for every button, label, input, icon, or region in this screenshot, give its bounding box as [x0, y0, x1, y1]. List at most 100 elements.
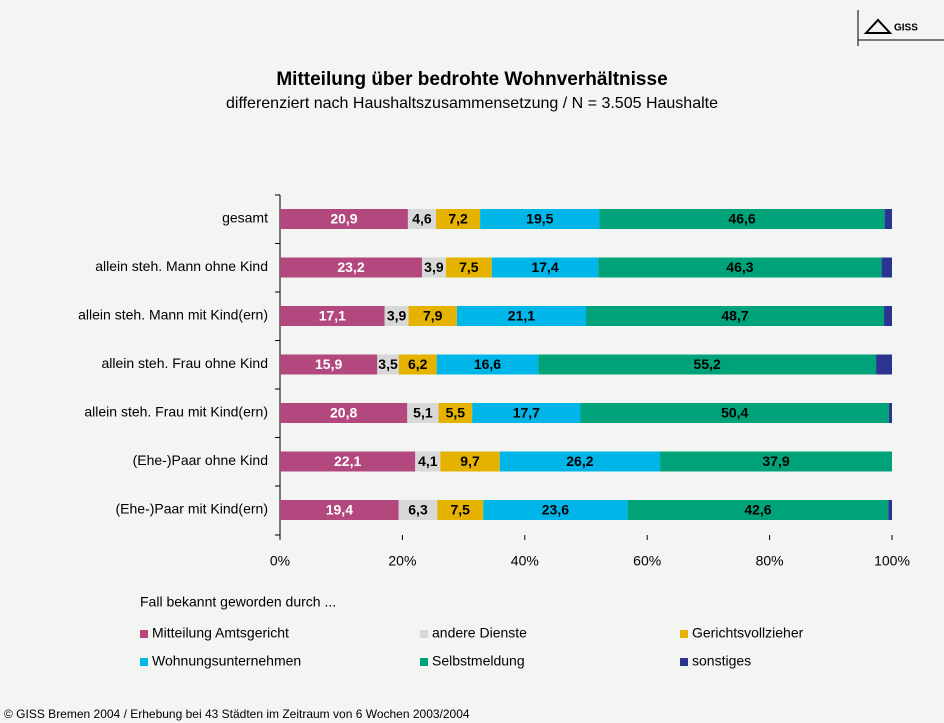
data-label: 22,1 — [334, 453, 361, 469]
y-tick-label: allein steh. Frau ohne Kind — [101, 355, 268, 371]
data-label: 4,1 — [418, 453, 438, 469]
legend-swatch — [680, 630, 688, 638]
bar-segment — [280, 306, 385, 326]
data-label: 16,6 — [474, 356, 501, 372]
bar-segment — [884, 209, 892, 229]
legend-label: sonstiges — [692, 653, 751, 669]
bar-segment — [436, 209, 481, 229]
bar-segment — [598, 257, 882, 278]
data-label: 23,6 — [542, 502, 569, 518]
logo: GISS — [894, 23, 918, 34]
y-tick-label: gesamt — [222, 210, 268, 226]
chart-subtitle: differenziert nach Haushaltszusammensetz… — [226, 95, 718, 112]
data-label: 37,9 — [762, 453, 789, 469]
data-label: 3,9 — [424, 259, 444, 275]
x-tick-label: 80% — [756, 553, 784, 569]
data-label: 4,6 — [412, 211, 432, 227]
bar-segment — [280, 257, 422, 278]
bar-segment — [421, 257, 446, 278]
bar-segment — [491, 257, 599, 278]
bar-segment — [876, 354, 892, 375]
bar-segment — [480, 209, 600, 229]
bar-segment — [384, 306, 409, 326]
legend-label: Gerichtsvollzieher — [692, 625, 804, 641]
x-tick-label: 40% — [511, 553, 539, 569]
data-label: 17,1 — [319, 308, 346, 324]
bar-segment — [538, 354, 877, 375]
data-label: 5,1 — [413, 405, 433, 421]
data-label: 21,1 — [508, 308, 535, 324]
data-label: 48,7 — [721, 308, 748, 324]
legend-swatch — [420, 658, 428, 666]
data-label: 9,7 — [460, 453, 480, 469]
data-label: 7,5 — [459, 259, 479, 275]
bar-segment — [884, 306, 892, 326]
data-label: 15,9 — [315, 356, 342, 372]
data-label: 6,3 — [408, 502, 428, 518]
data-label: 17,4 — [531, 259, 558, 275]
bar-segment — [280, 209, 408, 229]
legend-swatch — [680, 658, 688, 666]
logo-icon — [863, 18, 893, 34]
bar-segment — [398, 500, 438, 520]
data-label: 50,4 — [721, 405, 748, 421]
bar-segment — [599, 209, 885, 229]
bar-segment — [472, 403, 581, 423]
legend-label: andere Dienste — [432, 625, 527, 641]
data-label: 6,2 — [408, 356, 428, 372]
data-label: 19,4 — [326, 502, 353, 518]
bar-segment — [280, 354, 378, 375]
legend-label: Wohnungsunternehmen — [152, 653, 301, 669]
bar-segment — [280, 451, 416, 472]
bar-segment — [437, 500, 484, 520]
bar-segment — [580, 403, 889, 423]
legend-swatch — [140, 630, 148, 638]
data-label: 17,7 — [513, 405, 540, 421]
y-tick-label: allein steh. Mann mit Kind(ern) — [78, 307, 268, 323]
bar-segment — [398, 354, 437, 375]
data-label: 20,8 — [330, 405, 357, 421]
y-tick-label: allein steh. Mann ohne Kind — [95, 258, 268, 274]
data-label: 26,2 — [566, 453, 593, 469]
data-label: 5,5 — [446, 405, 466, 421]
data-label: 7,2 — [448, 211, 468, 227]
data-label: 46,3 — [726, 259, 753, 275]
data-label: 55,2 — [694, 356, 721, 372]
data-label: 46,6 — [728, 211, 755, 227]
data-label: 19,5 — [526, 211, 553, 227]
bar-segment — [436, 354, 539, 375]
data-label: 23,2 — [337, 259, 364, 275]
bar-segment — [586, 306, 885, 326]
legend-label: Selbstmeldung — [432, 653, 525, 669]
bar-segment — [407, 209, 437, 229]
legend-swatch — [140, 658, 148, 666]
bar-segment — [888, 500, 892, 520]
bar-segment — [280, 500, 399, 520]
bar-segment — [445, 257, 492, 278]
data-label: 3,5 — [378, 356, 398, 372]
legend-swatch — [420, 630, 428, 638]
y-tick-label: allein steh. Frau mit Kind(ern) — [84, 404, 268, 420]
data-label: 20,9 — [330, 211, 357, 227]
bar-segment — [408, 306, 457, 326]
bar-segment — [407, 403, 439, 423]
legend-title: Fall bekannt geworden durch ... — [140, 594, 336, 610]
bar-segment — [660, 451, 892, 472]
y-tick-label: (Ehe-)Paar ohne Kind — [133, 452, 268, 468]
bar-segment — [377, 354, 399, 375]
bar-segment — [881, 257, 892, 278]
legend-label: Mitteilung Amtsgericht — [152, 625, 289, 641]
data-label: 42,6 — [744, 502, 771, 518]
bar-segment — [456, 306, 586, 326]
bar-segment — [627, 500, 889, 520]
bar-segment — [438, 403, 473, 423]
data-label: 7,5 — [450, 502, 470, 518]
x-tick-label: 20% — [388, 553, 416, 569]
bar-segment — [888, 403, 892, 423]
bar-segment — [483, 500, 628, 520]
chart-title: Mitteilung über bedrohte Wohnverhältniss… — [276, 69, 667, 90]
footer: © GISS Bremen 2004 / Erhebung bei 43 Stä… — [4, 707, 470, 721]
x-tick-label: 60% — [633, 553, 661, 569]
bar-segment — [280, 403, 408, 423]
